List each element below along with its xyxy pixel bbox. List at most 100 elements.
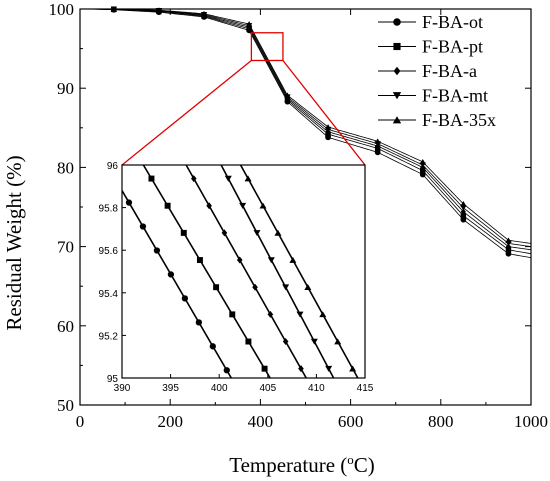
inset-point-F-BA-35x <box>304 284 312 291</box>
inset-point-F-BA-ot <box>209 343 216 350</box>
data-point-F-BA-mt <box>460 205 467 211</box>
legend-label: F-BA-a <box>422 61 477 81</box>
inset-point-F-BA-mt <box>282 284 290 291</box>
data-point-F-BA-35x <box>155 7 163 13</box>
inset-point-F-BA-a <box>236 256 243 264</box>
inset-point-F-BA-35x <box>259 202 267 209</box>
inset-point-F-BA-pt <box>196 257 203 264</box>
inset-point-F-BA-ot <box>181 295 189 302</box>
inset-point-F-BA-pt <box>148 175 155 182</box>
data-point-F-BA-35x <box>110 6 118 12</box>
inset-point-F-BA-35x <box>319 311 327 318</box>
inset-point-F-BA-mt <box>310 338 318 345</box>
inset-x-tick-label: 410 <box>308 383 325 394</box>
y-tick-label: 100 <box>49 0 75 19</box>
inset-point-F-BA-pt <box>245 338 252 345</box>
legend-marker-F-BA-a <box>393 66 401 76</box>
inset-point-F-BA-a <box>252 283 258 291</box>
data-point-F-BA-35x <box>460 200 467 207</box>
inset-point-F-BA-ot <box>125 199 133 206</box>
inset-point-F-BA-35x <box>334 338 342 345</box>
x-tick-label: 400 <box>248 412 274 431</box>
x-tick-label: 600 <box>338 412 364 431</box>
inset-point-F-BA-35x <box>274 229 282 236</box>
y-tick-label: 80 <box>57 158 74 177</box>
series-line-F-BA-35x <box>89 8 532 244</box>
y-tick-label: 90 <box>57 79 74 98</box>
inset-point-F-BA-ot <box>167 271 175 278</box>
legend: F-BA-ot F-BA-pt F-BA-a F-BA-mt F-BA-35x <box>378 12 496 130</box>
inset-y-tick-label: 95.8 <box>99 204 119 215</box>
inset-x-tick-label: 405 <box>259 383 276 394</box>
y-axis-title: Residual Weight (%) <box>2 155 26 330</box>
y-tick-label: 70 <box>57 238 74 257</box>
data-point-F-BA-pt <box>460 212 467 219</box>
legend-marker-F-BA-ot <box>393 18 401 26</box>
inset-point-F-BA-pt <box>229 311 236 318</box>
zoom-connector-left <box>121 59 252 166</box>
main-plot-area: 0 200 400 600 800 1000 50 60 70 80 90 100 <box>49 0 549 431</box>
data-point-F-BA-35x <box>245 21 253 27</box>
inset-point-F-BA-ot <box>195 319 202 326</box>
inset-point-F-BA-mt <box>296 311 304 318</box>
x-axis-title: Temperature (oC) <box>229 452 375 477</box>
inset-point-F-BA-mt <box>239 202 247 209</box>
series-line-F-BA-ot <box>89 8 532 259</box>
series-line-F-BA-a <box>89 8 532 251</box>
inset-line-F-BA-a <box>185 165 308 378</box>
inset-point-F-BA-a <box>267 310 274 318</box>
inset-point-F-BA-a <box>221 229 228 237</box>
inset-line-F-BA-pt <box>142 165 272 378</box>
inset-point-F-BA-mt <box>267 257 275 264</box>
inset-plot-area: 390 395 400 405 410 415 95 95.2 95.4 95.6 95.8 96 <box>99 161 374 394</box>
inset-point-F-BA-35x <box>244 175 252 182</box>
inset-point-F-BA-pt <box>180 229 187 236</box>
data-point-F-BA-35x <box>419 158 426 165</box>
inset-x-tick-label: 400 <box>211 383 228 394</box>
x-tick-label: 1000 <box>514 412 548 431</box>
x-tick-label: 0 <box>76 412 85 431</box>
data-point-F-BA-35x <box>374 138 381 144</box>
legend-label: F-BA-ot <box>422 12 483 32</box>
zoom-box <box>250 32 284 62</box>
zoom-connector-right <box>282 60 366 166</box>
inset-point-F-BA-pt <box>213 284 220 291</box>
legend-marker-F-BA-mt <box>392 92 402 100</box>
legend-label: F-BA-pt <box>422 37 483 57</box>
inset-point-F-BA-ot <box>153 247 161 254</box>
inset-y-tick-label: 95.4 <box>99 289 119 300</box>
x-tick-label: 800 <box>428 412 454 431</box>
inset-point-F-BA-a <box>206 202 212 210</box>
inset-y-tick-label: 95.6 <box>99 246 119 257</box>
inset-point-F-BA-pt <box>164 202 171 209</box>
x-tick-label: 200 <box>157 412 183 431</box>
inset-x-tick-label: 390 <box>114 383 131 394</box>
legend-label: F-BA-35x <box>422 110 496 130</box>
inset-line-F-BA-ot <box>122 190 233 378</box>
legend-marker-F-BA-35x <box>392 116 402 124</box>
y-tick-label: 50 <box>57 396 74 415</box>
inset-x-tick-label: 395 <box>162 383 179 394</box>
inset-y-tick-label: 95.2 <box>99 331 119 342</box>
inset-line-F-BA-mt <box>220 165 335 378</box>
data-point-F-BA-a <box>460 208 466 215</box>
inset-point-F-BA-35x <box>349 365 357 372</box>
series-line-F-BA-mt <box>89 8 532 247</box>
inset-point-F-BA-35x <box>289 256 297 263</box>
inset-line-F-BA-35x <box>239 165 359 378</box>
inset-point-F-BA-ot <box>223 367 230 374</box>
inset-point-F-BA-mt <box>253 230 261 237</box>
data-point-F-BA-35x <box>324 124 332 130</box>
inset-series-group <box>122 165 359 378</box>
legend-label: F-BA-mt <box>422 86 488 106</box>
data-point-F-BA-35x <box>200 10 208 17</box>
inset-point-F-BA-pt <box>261 365 268 372</box>
data-point-F-BA-a <box>505 243 512 250</box>
inset-point-F-BA-mt <box>224 175 232 182</box>
inset-point-F-BA-ot <box>139 223 147 230</box>
legend-marker-F-BA-pt <box>393 42 401 51</box>
data-point-F-BA-35x <box>284 92 291 98</box>
y-tick-label: 60 <box>57 317 74 336</box>
inset-point-F-BA-a <box>298 365 304 373</box>
